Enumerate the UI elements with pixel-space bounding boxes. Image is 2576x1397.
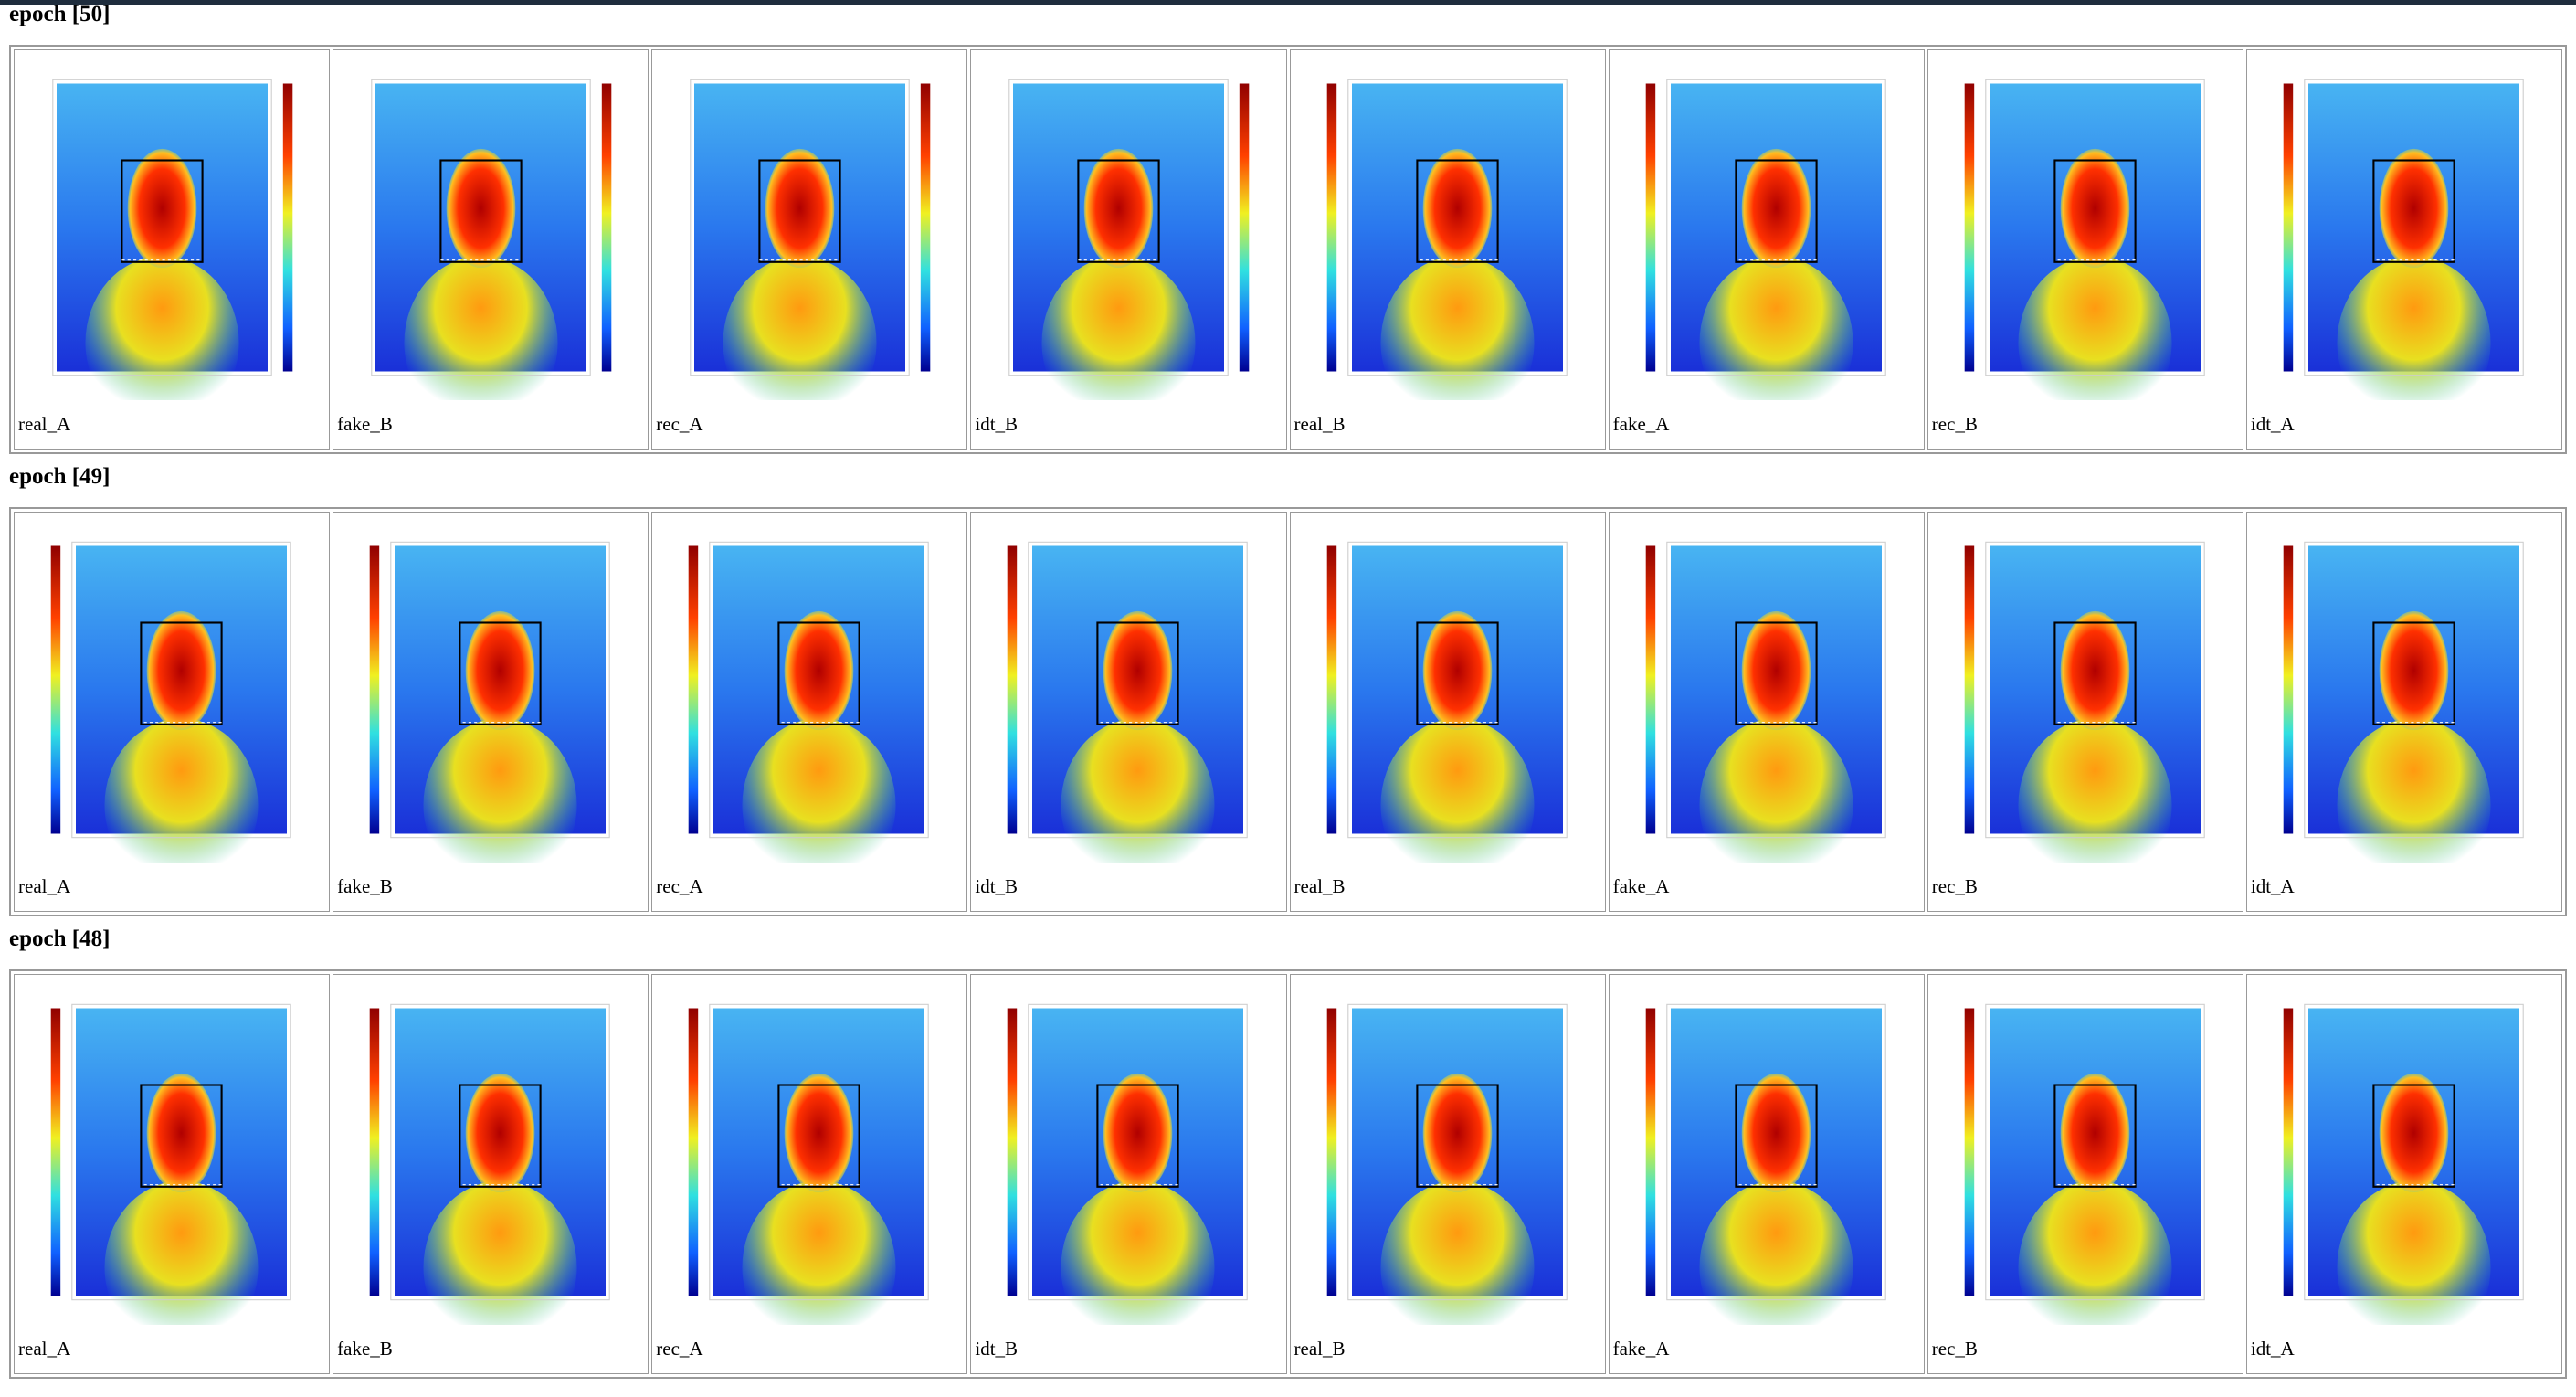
epoch-section: epoch [49] real_A fake_B rec_A idt_B real_B fa… <box>9 464 2567 916</box>
image-row: real_A fake_B rec_A idt_B real_B fake_A rec_B i… <box>14 512 2562 912</box>
thermal-image <box>1294 979 1601 1326</box>
thermal-image <box>1294 516 1601 863</box>
thermal-image <box>975 54 1282 401</box>
image-label: real_B <box>1293 875 1346 897</box>
thermal-image <box>1294 54 1601 401</box>
image-label: idt_B <box>975 875 1019 897</box>
image-cell: rec_B <box>1927 512 2243 912</box>
image-label: real_A <box>18 413 71 435</box>
image-label: rec_B <box>1931 413 1978 435</box>
thermal-image <box>337 979 644 1326</box>
image-cell: idt_A <box>2245 512 2562 912</box>
image-cell: real_A <box>14 49 331 450</box>
thermal-image <box>656 979 963 1326</box>
thermal-image <box>1932 54 2239 401</box>
epoch-section: epoch [50] real_A fake_B rec_A idt_B real_B fa… <box>9 2 2567 454</box>
image-table: real_A fake_B rec_A idt_B real_B fake_A rec_B i… <box>9 969 2567 1379</box>
image-label: idt_A <box>2250 413 2295 435</box>
image-cell: rec_B <box>1927 49 2243 450</box>
image-cell: fake_A <box>1608 974 1925 1374</box>
image-label: idt_B <box>975 413 1019 435</box>
thermal-image <box>18 979 325 1326</box>
epoch-section: epoch [48] real_A fake_B rec_A idt_B real_B fa… <box>9 926 2567 1379</box>
image-label: rec_A <box>656 875 703 897</box>
thermal-image <box>337 54 644 401</box>
image-label: idt_A <box>2250 875 2295 897</box>
thermal-image <box>656 516 963 863</box>
image-label: idt_A <box>2250 1338 2295 1360</box>
thermal-image <box>975 979 1282 1326</box>
thermal-image <box>1932 979 2239 1326</box>
image-cell: fake_B <box>333 49 649 450</box>
image-cell: real_A <box>14 974 331 1374</box>
image-cell: rec_A <box>651 512 968 912</box>
image-cell: idt_A <box>2245 49 2562 450</box>
image-cell: real_B <box>1289 512 1606 912</box>
image-cell: fake_B <box>333 974 649 1374</box>
epoch-title: epoch [49] <box>9 464 111 489</box>
image-cell: idt_B <box>970 512 1287 912</box>
thermal-image <box>1613 516 1920 863</box>
image-cell: idt_B <box>970 974 1287 1374</box>
image-cell: rec_A <box>651 974 968 1374</box>
thermal-image <box>18 516 325 863</box>
image-label: rec_B <box>1931 1338 1978 1360</box>
image-cell: rec_B <box>1927 974 2243 1374</box>
image-label: rec_A <box>656 1338 703 1360</box>
thermal-image <box>2251 516 2558 863</box>
thermal-image <box>1932 516 2239 863</box>
image-label: fake_B <box>337 875 393 897</box>
thermal-image <box>18 54 325 401</box>
image-label: real_B <box>1293 413 1346 435</box>
image-label: rec_B <box>1931 875 1978 897</box>
image-label: fake_B <box>337 1338 393 1360</box>
epoch-title: epoch [50] <box>9 2 111 26</box>
image-cell: fake_A <box>1608 512 1925 912</box>
image-label: fake_B <box>337 413 393 435</box>
thermal-image <box>1613 54 1920 401</box>
thermal-image <box>2251 979 2558 1326</box>
image-table: real_A fake_B rec_A idt_B real_B fake_A rec_B i… <box>9 507 2567 916</box>
image-label: fake_A <box>1612 413 1670 435</box>
image-cell: fake_B <box>333 512 649 912</box>
image-cell: idt_A <box>2245 974 2562 1374</box>
thermal-image <box>337 516 644 863</box>
image-row: real_A fake_B rec_A idt_B real_B fake_A rec_B i… <box>14 49 2562 450</box>
image-label: real_B <box>1293 1338 1346 1360</box>
thermal-image <box>975 516 1282 863</box>
image-label: rec_A <box>656 413 703 435</box>
image-table: real_A fake_B rec_A idt_B real_B fake_A rec_B i… <box>9 45 2567 454</box>
image-label: fake_A <box>1612 875 1670 897</box>
image-label: fake_A <box>1612 1338 1670 1360</box>
image-row: real_A fake_B rec_A idt_B real_B fake_A rec_B i… <box>14 974 2562 1374</box>
image-label: real_A <box>18 875 71 897</box>
image-label: idt_B <box>975 1338 1019 1360</box>
thermal-image <box>2251 54 2558 401</box>
image-cell: idt_B <box>970 49 1287 450</box>
image-cell: real_A <box>14 512 331 912</box>
image-cell: fake_A <box>1608 49 1925 450</box>
epoch-title: epoch [48] <box>9 926 111 951</box>
thermal-image <box>1613 979 1920 1326</box>
image-cell: real_B <box>1289 49 1606 450</box>
thermal-image <box>656 54 963 401</box>
image-cell: real_B <box>1289 974 1606 1374</box>
image-cell: rec_A <box>651 49 968 450</box>
image-label: real_A <box>18 1338 71 1360</box>
